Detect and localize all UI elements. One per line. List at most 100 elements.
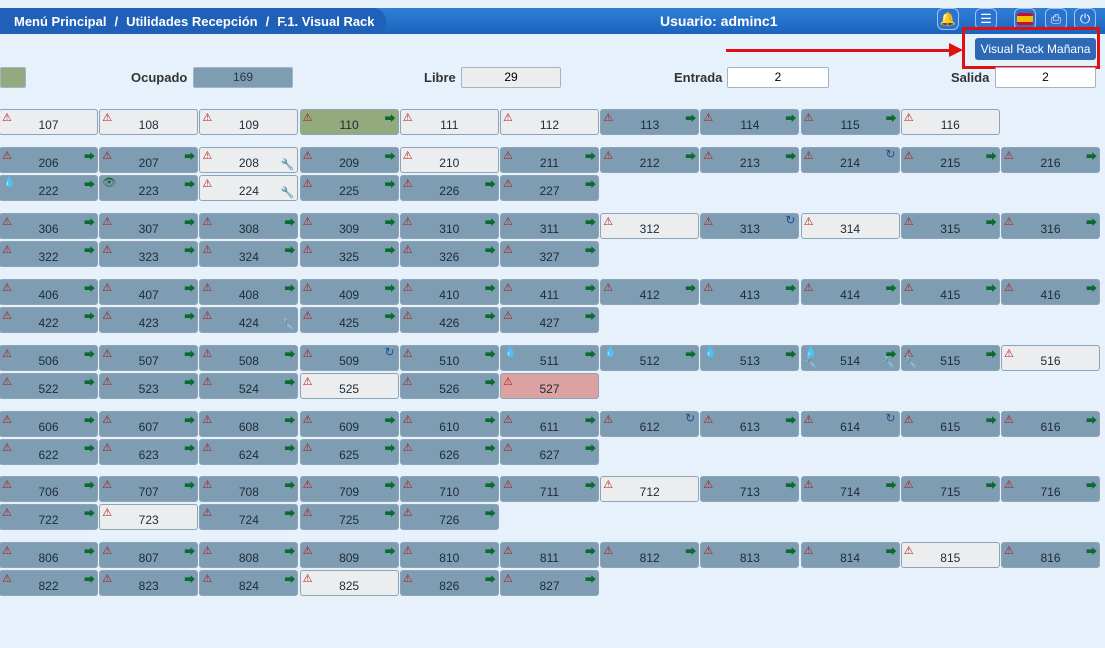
room-308[interactable]: ⚠ ⮕ 308 — [199, 213, 299, 239]
room-226[interactable]: ⚠ ⮕ 226 — [399, 175, 499, 201]
room-409[interactable]: ⚠ ⮕ 409 — [299, 279, 399, 305]
room-827[interactable]: ⚠ ⮕ 827 — [500, 570, 599, 596]
room-608[interactable]: ⚠ ⮕ 608 — [199, 411, 299, 437]
room-815[interactable]: ⚠ 815 — [900, 542, 1000, 568]
room-114[interactable]: ⚠ ⮕ 114 — [700, 109, 800, 135]
room-527[interactable]: ⚠ 527 — [500, 373, 599, 399]
room-622[interactable]: ⚠ ⮕ 622 — [0, 439, 98, 465]
room-206[interactable]: ⚠ ⮕ 206 — [0, 147, 98, 173]
room-423[interactable]: ⚠ ⮕ 423 — [99, 307, 199, 333]
room-616[interactable]: ⚠ ⮕ 616 — [1001, 411, 1100, 437]
room-425[interactable]: ⚠ ⮕ 425 — [299, 307, 399, 333]
room-310[interactable]: ⚠ ⮕ 310 — [399, 213, 499, 239]
room-509[interactable]: ⚠ ↻ 509 — [299, 345, 399, 371]
room-716[interactable]: ⚠ ⮕ 716 — [1001, 476, 1100, 502]
room-624[interactable]: ⚠ ⮕ 624 — [199, 439, 299, 465]
room-326[interactable]: ⚠ ⮕ 326 — [399, 241, 499, 267]
room-609[interactable]: ⚠ ⮕ 609 — [299, 411, 399, 437]
room-424[interactable]: ⚠ 🔧 424 — [199, 307, 299, 333]
room-112[interactable]: ⚠ 112 — [500, 109, 599, 135]
room-614[interactable]: ⚠ ↻ 614 — [800, 411, 900, 437]
room-314[interactable]: ⚠ 314 — [800, 213, 900, 239]
room-113[interactable]: ⚠ ⮕ 113 — [600, 109, 700, 135]
room-726[interactable]: ⚠ ⮕ 726 — [399, 504, 499, 530]
breadcrumb-utilidades-recepcion[interactable]: Utilidades Recepción — [126, 13, 258, 29]
room-810[interactable]: ⚠ ⮕ 810 — [399, 542, 499, 568]
room-214[interactable]: ⚠ ↻ 214 — [800, 147, 900, 173]
room-306[interactable]: ⚠ ⮕ 306 — [0, 213, 98, 239]
room-311[interactable]: ⚠ ⮕ 311 — [500, 213, 599, 239]
room-823[interactable]: ⚠ ⮕ 823 — [99, 570, 199, 596]
room-414[interactable]: ⚠ ⮕ 414 — [800, 279, 900, 305]
room-623[interactable]: ⚠ ⮕ 623 — [99, 439, 199, 465]
room-216[interactable]: ⚠ ⮕ 216 — [1001, 147, 1100, 173]
room-522[interactable]: ⚠ ⮕ 522 — [0, 373, 98, 399]
room-513[interactable]: 💧 ⮕ 513 — [700, 345, 800, 371]
room-607[interactable]: ⚠ ⮕ 607 — [99, 411, 199, 437]
room-822[interactable]: ⚠ ⮕ 822 — [0, 570, 98, 596]
room-207[interactable]: ⚠ ⮕ 207 — [99, 147, 199, 173]
room-312[interactable]: ⚠ 312 — [600, 213, 700, 239]
room-806[interactable]: ⚠ ⮕ 806 — [0, 542, 98, 568]
room-116[interactable]: ⚠ 116 — [900, 109, 1000, 135]
room-807[interactable]: ⚠ ⮕ 807 — [99, 542, 199, 568]
room-713[interactable]: ⚠ ⮕ 713 — [700, 476, 800, 502]
room-811[interactable]: ⚠ ⮕ 811 — [500, 542, 599, 568]
room-511[interactable]: 💧 ⮕ 511 — [500, 345, 599, 371]
room-715[interactable]: ⚠ ⮕ 715 — [900, 476, 1000, 502]
room-524[interactable]: ⚠ ⮕ 524 — [199, 373, 299, 399]
room-107[interactable]: ⚠ 107 — [0, 109, 98, 135]
breadcrumb-menu-principal[interactable]: Menú Principal — [14, 13, 107, 29]
visual-rack-manana-button[interactable]: Visual Rack Mañana — [975, 38, 1096, 60]
room-325[interactable]: ⚠ ⮕ 325 — [299, 241, 399, 267]
room-525[interactable]: ⚠ 525 — [299, 373, 399, 399]
room-709[interactable]: ⚠ ⮕ 709 — [299, 476, 399, 502]
room-213[interactable]: ⚠ ⮕ 213 — [700, 147, 800, 173]
room-209[interactable]: ⚠ ⮕ 209 — [299, 147, 399, 173]
room-625[interactable]: ⚠ ⮕ 625 — [299, 439, 399, 465]
room-225[interactable]: ⚠ ⮕ 225 — [299, 175, 399, 201]
room-224[interactable]: ⚠ 🔧 224 — [199, 175, 299, 201]
room-327[interactable]: ⚠ ⮕ 327 — [500, 241, 599, 267]
room-313[interactable]: ⚠ ↻ 313 — [700, 213, 800, 239]
room-816[interactable]: ⚠ ⮕ 816 — [1001, 542, 1100, 568]
room-309[interactable]: ⚠ ⮕ 309 — [299, 213, 399, 239]
room-212[interactable]: ⚠ ⮕ 212 — [600, 147, 700, 173]
room-323[interactable]: ⚠ ⮕ 323 — [99, 241, 199, 267]
room-109[interactable]: ⚠ 109 — [199, 109, 299, 135]
room-510[interactable]: ⚠ ⮕ 510 — [399, 345, 499, 371]
room-707[interactable]: ⚠ ⮕ 707 — [99, 476, 199, 502]
printer-icon[interactable]: ⎙ — [1045, 8, 1067, 30]
room-222[interactable]: 💧 ⮕ 222 — [0, 175, 98, 201]
room-710[interactable]: ⚠ ⮕ 710 — [399, 476, 499, 502]
room-108[interactable]: ⚠ 108 — [99, 109, 199, 135]
room-523[interactable]: ⚠ ⮕ 523 — [99, 373, 199, 399]
room-612[interactable]: ⚠ ↻ 612 — [600, 411, 700, 437]
room-711[interactable]: ⚠ ⮕ 711 — [500, 476, 599, 502]
room-422[interactable]: ⚠ ⮕ 422 — [0, 307, 98, 333]
room-415[interactable]: ⚠ ⮕ 415 — [900, 279, 1000, 305]
room-515[interactable]: ⚠ ⮕ 🔧 515 — [900, 345, 1000, 371]
room-722[interactable]: ⚠ ⮕ 722 — [0, 504, 98, 530]
room-227[interactable]: ⚠ ⮕ 227 — [500, 175, 599, 201]
bell-icon[interactable]: 🔔 — [937, 8, 959, 30]
room-813[interactable]: ⚠ ⮕ 813 — [700, 542, 800, 568]
room-211[interactable]: ⚠ ⮕ 211 — [500, 147, 599, 173]
room-508[interactable]: ⚠ ⮕ 508 — [199, 345, 299, 371]
room-712[interactable]: ⚠ 712 — [600, 476, 700, 502]
room-324[interactable]: ⚠ ⮕ 324 — [199, 241, 299, 267]
room-416[interactable]: ⚠ ⮕ 416 — [1001, 279, 1100, 305]
room-714[interactable]: ⚠ ⮕ 714 — [800, 476, 900, 502]
room-610[interactable]: ⚠ ⮕ 610 — [399, 411, 499, 437]
spain-flag-icon[interactable] — [1014, 8, 1036, 30]
room-826[interactable]: ⚠ ⮕ 826 — [399, 570, 499, 596]
room-408[interactable]: ⚠ ⮕ 408 — [199, 279, 299, 305]
room-407[interactable]: ⚠ ⮕ 407 — [99, 279, 199, 305]
room-615[interactable]: ⚠ ⮕ 615 — [900, 411, 1000, 437]
room-208[interactable]: ⚠ 🔧 208 — [199, 147, 299, 173]
room-824[interactable]: ⚠ ⮕ 824 — [199, 570, 299, 596]
room-307[interactable]: ⚠ ⮕ 307 — [99, 213, 199, 239]
room-808[interactable]: ⚠ ⮕ 808 — [199, 542, 299, 568]
room-410[interactable]: ⚠ ⮕ 410 — [399, 279, 499, 305]
room-606[interactable]: ⚠ ⮕ 606 — [0, 411, 98, 437]
